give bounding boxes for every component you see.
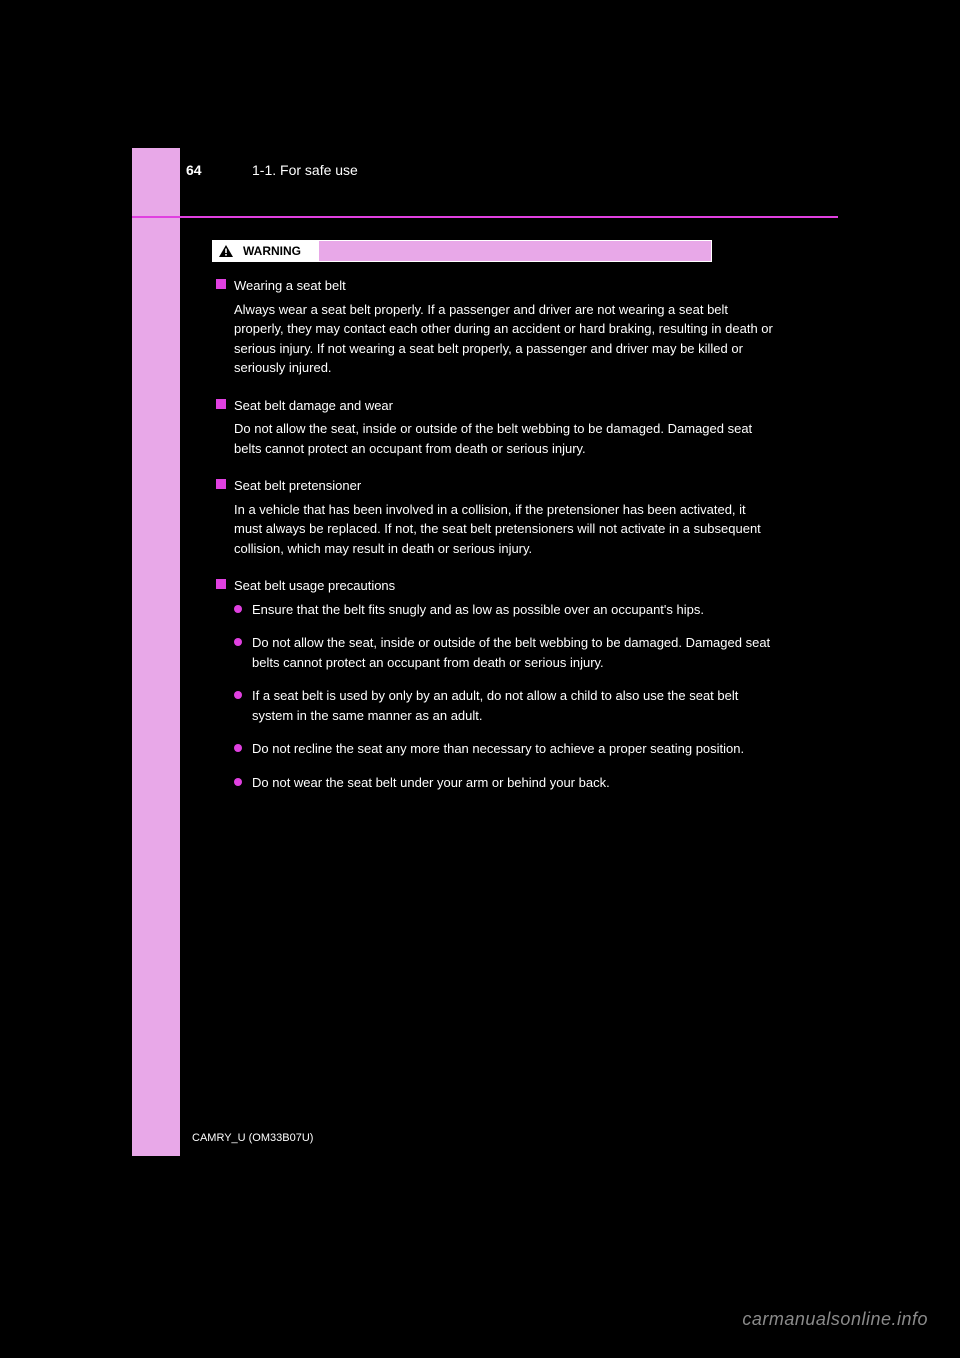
square-bullet-icon: [216, 279, 226, 289]
dot-bullet-icon: [234, 691, 242, 699]
warning-label-wrap: WARNING: [239, 241, 319, 261]
heading-text: Seat belt damage and wear: [234, 396, 393, 416]
footer-model-code: CAMRY_U (OM33B07U): [192, 1132, 313, 1144]
body-text: Always wear a seat belt properly. If a p…: [234, 300, 776, 378]
block-seat-belt-damage: Seat belt damage and wear Do not allow t…: [216, 396, 776, 459]
manual-page: 64 1-1. For safe use WARNING Wearing a s…: [132, 148, 838, 1156]
square-bullet-icon: [216, 479, 226, 489]
warning-label: WARNING: [243, 244, 301, 258]
watermark: carmanualsonline.info: [742, 1309, 928, 1330]
body-text: Do not allow the seat, inside or outside…: [234, 419, 776, 458]
content-area: Wearing a seat belt Always wear a seat b…: [216, 276, 776, 810]
bullet-text: Do not recline the seat any more than ne…: [252, 739, 776, 759]
list-item: Ensure that the belt fits snugly and as …: [234, 600, 776, 620]
heading-row: Seat belt pretensioner: [216, 476, 776, 496]
block-usage-precautions: Seat belt usage precautions Ensure that …: [216, 576, 776, 792]
body-text: In a vehicle that has been involved in a…: [234, 500, 776, 559]
heading-row: Seat belt damage and wear: [216, 396, 776, 416]
dot-bullet-icon: [234, 638, 242, 646]
list-item: If a seat belt is used by only by an adu…: [234, 686, 776, 725]
list-item: Do not recline the seat any more than ne…: [234, 739, 776, 759]
square-bullet-icon: [216, 399, 226, 409]
bullet-text: Do not allow the seat, inside or outside…: [252, 633, 776, 672]
bullet-text: Do not wear the seat belt under your arm…: [252, 773, 776, 793]
list-item: Do not wear the seat belt under your arm…: [234, 773, 776, 793]
heading-row: Seat belt usage precautions: [216, 576, 776, 596]
block-pretensioner: Seat belt pretensioner In a vehicle that…: [216, 476, 776, 558]
bullet-list: Ensure that the belt fits snugly and as …: [234, 600, 776, 793]
heading-text: Seat belt pretensioner: [234, 476, 361, 496]
warning-triangle-icon: [218, 244, 234, 258]
warning-fill: [319, 241, 711, 261]
square-bullet-icon: [216, 579, 226, 589]
bullet-text: Ensure that the belt fits snugly and as …: [252, 600, 776, 620]
dot-bullet-icon: [234, 605, 242, 613]
heading-row: Wearing a seat belt: [216, 276, 776, 296]
heading-text: Wearing a seat belt: [234, 276, 346, 296]
bullet-text: If a seat belt is used by only by an adu…: [252, 686, 776, 725]
warning-banner: WARNING: [212, 240, 712, 262]
header-rule: [132, 216, 838, 218]
page-number: 64: [186, 162, 202, 178]
dot-bullet-icon: [234, 778, 242, 786]
warning-icon-wrap: [213, 241, 239, 261]
block-wearing-seat-belt: Wearing a seat belt Always wear a seat b…: [216, 276, 776, 378]
section-title: 1-1. For safe use: [252, 162, 358, 178]
dot-bullet-icon: [234, 744, 242, 752]
heading-text: Seat belt usage precautions: [234, 576, 395, 596]
list-item: Do not allow the seat, inside or outside…: [234, 633, 776, 672]
sidebar-tab: [132, 148, 180, 1156]
